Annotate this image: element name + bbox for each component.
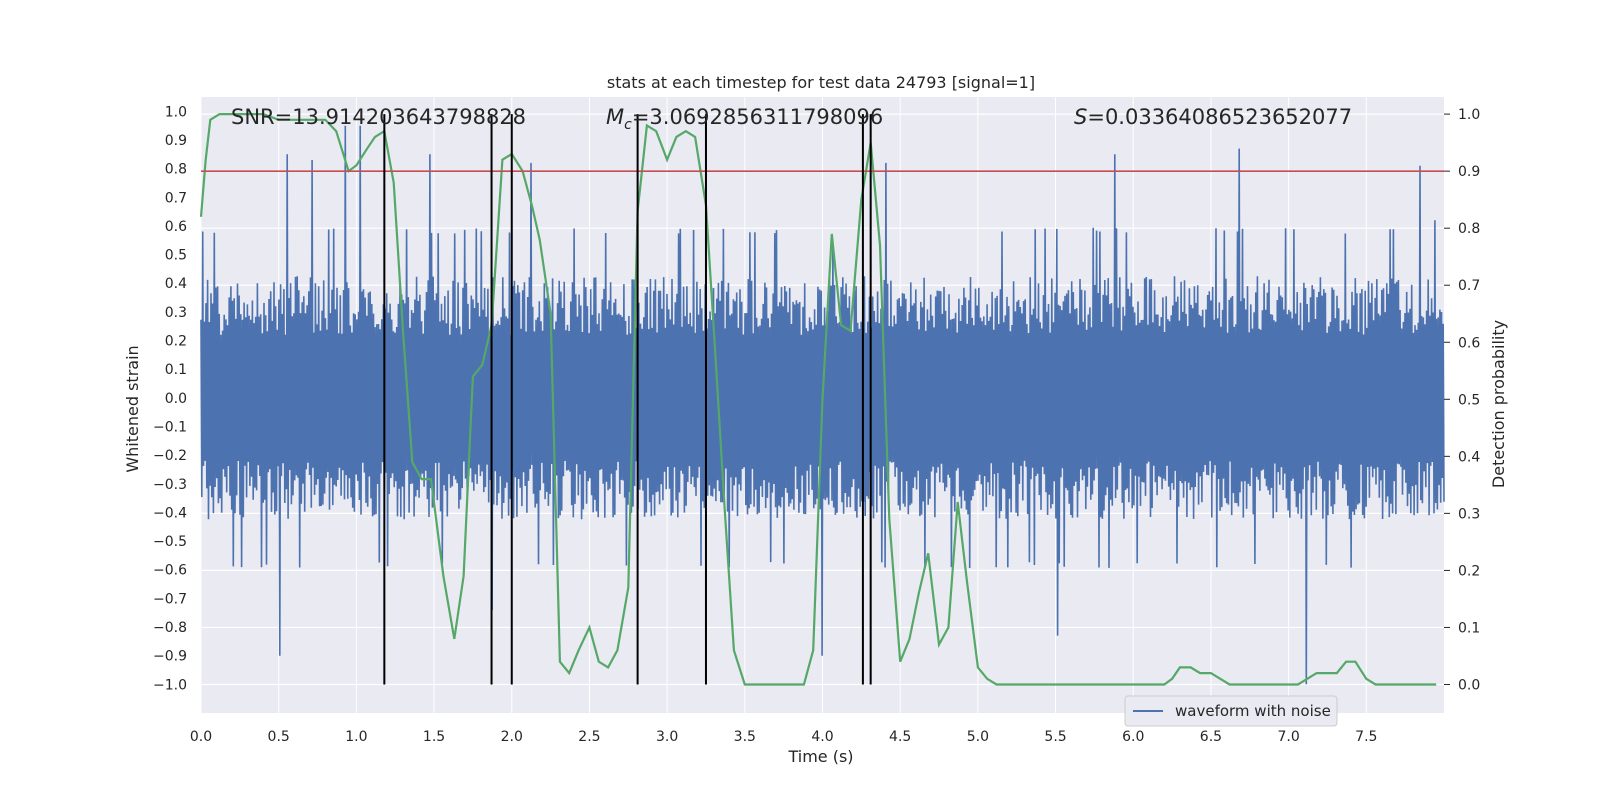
- y-left-tick-label: −0.7: [153, 591, 187, 607]
- y-left-tick-label: 0.5: [165, 248, 187, 264]
- y-left-tick-label: 0.6: [165, 219, 187, 235]
- vertical-markers: [383, 114, 872, 685]
- chart-title: stats at each timestep for test data 247…: [607, 73, 1035, 92]
- x-tick-label: 4.0: [811, 729, 833, 745]
- y-right-tick-label: 0.6: [1458, 335, 1480, 351]
- mc-symbol: M: [606, 105, 624, 129]
- y-left-tick-label: 0.7: [165, 190, 187, 206]
- y-right-tick-label: 1.0: [1458, 107, 1480, 123]
- y-left-tick-label: −1.0: [153, 677, 187, 693]
- x-tick-label: 0.0: [190, 729, 212, 745]
- y-right-tick-label: 0.2: [1458, 563, 1480, 579]
- x-tick-label: 2.0: [501, 729, 523, 745]
- x-axis-label: Time (s): [787, 747, 853, 766]
- x-tick-label: 3.0: [656, 729, 678, 745]
- y-right-tick-label: 0.4: [1458, 449, 1480, 465]
- s-annotation: S=0.03364086523652077: [1074, 105, 1352, 129]
- y-left-tick-label: 0.8: [165, 162, 187, 178]
- x-tick-label: 1.0: [345, 729, 367, 745]
- y-left-tick-label: −0.1: [153, 419, 187, 435]
- legend: waveform with noise: [1124, 695, 1338, 727]
- legend-label: waveform with noise: [1175, 702, 1331, 720]
- y-left-tick-label: −0.9: [153, 649, 187, 665]
- y-left-tick-label: 0.0: [165, 391, 187, 407]
- y-right-tick-label: 0.8: [1458, 221, 1480, 237]
- y-left-tick-label: −0.5: [153, 534, 187, 550]
- s-value: =0.03364086523652077: [1087, 105, 1352, 129]
- y-left-tick-label: 0.1: [165, 362, 187, 378]
- x-tick-label: 4.5: [889, 729, 911, 745]
- waveform-series: [200, 125, 1445, 685]
- chirp-mass-annotation: Mc=3.0692856311798096: [606, 105, 883, 133]
- mc-subscript: c: [624, 117, 632, 133]
- y-right-tick-label: 0.1: [1458, 620, 1480, 636]
- mc-value: =3.0692856311798096: [632, 105, 883, 129]
- snr-annotation: SNR=13.914203643798828: [231, 105, 526, 129]
- s-symbol: S: [1074, 105, 1087, 129]
- y-left-axis-label: Whitened strain: [123, 345, 142, 472]
- x-tick-label: 6.5: [1200, 729, 1222, 745]
- y-right-axis-label: Detection probability: [1489, 320, 1508, 488]
- x-tick-label: 5.0: [967, 729, 989, 745]
- y-left-tick-label: −0.4: [153, 505, 187, 521]
- y-right-tick-label: 0.5: [1458, 392, 1480, 408]
- y-left-tick-label: 0.4: [165, 276, 187, 292]
- x-tick-label: 2.5: [578, 729, 600, 745]
- x-tick-label: 3.5: [734, 729, 756, 745]
- x-tick-label: 6.0: [1122, 729, 1144, 745]
- y-right-axis-ticks: 1.0 0.9 0.8 0.7 0.6 0.5 0.4 0.3 0.2 0.1 0.0: [1444, 107, 1480, 693]
- legend-box: [1124, 695, 1338, 727]
- y-right-tick-label: 0.0: [1458, 677, 1480, 693]
- x-tick-label: 7.5: [1355, 729, 1377, 745]
- y-left-tick-label: 1.0: [165, 104, 187, 120]
- x-tick-label: 0.5: [268, 729, 290, 745]
- waveform-line: [200, 125, 1445, 685]
- y-left-tick-label: −0.6: [153, 563, 187, 579]
- y-left-tick-label: 0.2: [165, 334, 187, 350]
- x-tick-label: 5.5: [1044, 729, 1066, 745]
- y-right-tick-label: 0.7: [1458, 278, 1480, 294]
- y-right-tick-label: 0.3: [1458, 506, 1480, 522]
- probability-series: [199, 112, 1437, 686]
- y-left-tick-label: −0.2: [153, 448, 187, 464]
- y-left-tick-label: −0.8: [153, 620, 187, 636]
- y-left-tick-label: −0.3: [153, 477, 187, 493]
- probability-line: [199, 112, 1437, 686]
- x-axis-ticks: 0.0 0.5 1.0 1.5 2.0 2.5 3.0 3.5 4.0 4.5 5.0 5.5 6.0 6…: [190, 729, 1378, 745]
- y-left-axis-ticks: 1.0 0.9 0.8 0.7 0.6 0.5 0.4 0.3 0.2 0.1 0.0 −0.1 −0.…: [153, 104, 187, 693]
- x-tick-label: 7.0: [1277, 729, 1299, 745]
- y-left-tick-label: 0.9: [165, 133, 187, 149]
- y-left-tick-label: 0.3: [165, 305, 187, 321]
- x-tick-label: 1.5: [423, 729, 445, 745]
- y-right-tick-label: 0.9: [1458, 164, 1480, 180]
